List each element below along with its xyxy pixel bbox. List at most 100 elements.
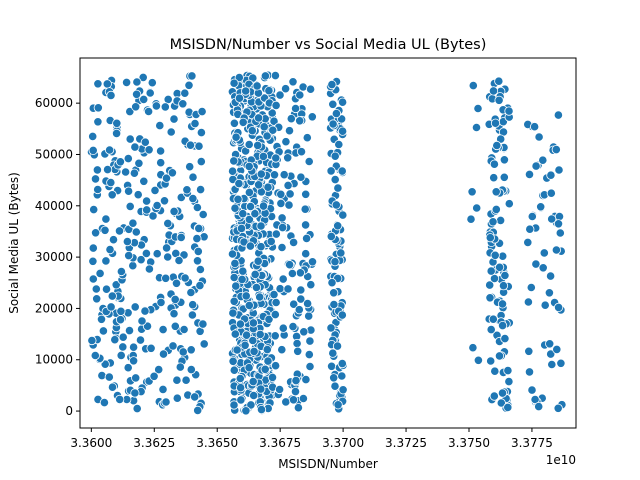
data-point [281,397,291,407]
data-point [139,176,149,186]
data-point [486,356,496,366]
data-point [256,221,266,231]
data-point [190,119,200,129]
data-point [269,170,280,180]
data-point [162,243,172,253]
data-point [194,223,204,233]
data-point [337,371,347,381]
data-point [234,73,244,83]
data-point [336,248,346,258]
data-point [283,153,293,163]
data-point [231,281,241,291]
data-point [188,172,198,182]
data-point [235,319,245,329]
data-point [156,158,166,168]
data-point [170,294,180,304]
data-point [140,306,150,316]
data-point [332,341,343,351]
data-point [338,210,348,220]
data-point [158,349,169,359]
data-point [122,77,132,88]
data-point [491,204,501,214]
data-point [244,363,254,373]
data-point [304,156,314,167]
data-point [326,361,337,371]
data-point [145,88,155,98]
data-point [118,342,128,352]
data-point [471,122,482,133]
data-point [301,374,311,385]
data-point [280,84,291,94]
x-axis-label: MSISDN/Number [278,457,378,471]
data-point [291,375,301,386]
data-point [106,302,116,312]
data-point [270,309,280,320]
data-point [128,218,138,228]
data-point [486,266,496,276]
data-point [494,95,504,105]
data-point [169,206,179,216]
data-point [92,294,102,304]
data-point [546,188,556,198]
data-point [238,117,248,127]
data-point [328,348,338,358]
data-point [236,395,246,405]
data-point [185,162,195,172]
data-point [130,142,140,152]
data-point [131,102,141,112]
data-point [93,79,103,89]
data-point [168,341,178,351]
data-point [137,316,147,326]
data-point [473,103,483,114]
data-point [144,264,154,274]
data-point [149,371,159,381]
data-point [198,319,208,329]
data-point [531,161,541,171]
data-point [112,128,122,138]
data-point [266,236,276,246]
data-point [468,81,478,91]
data-point [237,274,247,284]
x-tick-label: 3.3625 [133,436,175,450]
data-point [129,168,139,178]
data-point [288,321,298,332]
data-point [553,302,564,312]
data-point [228,166,238,176]
data-point [530,394,540,405]
y-tick-label: 10000 [35,353,73,367]
data-point [229,296,239,306]
data-point [118,332,128,342]
data-point [105,245,115,255]
data-point [158,384,168,394]
data-point [231,132,241,142]
data-point [107,190,117,200]
data-point [235,373,245,384]
data-point [106,178,116,188]
data-point [298,393,308,404]
data-point [93,117,103,127]
data-point [295,90,305,100]
data-point [230,329,240,339]
y-tick-label: 20000 [35,301,73,315]
data-point [234,179,244,189]
data-point [496,398,506,408]
data-point [338,385,348,395]
data-point [497,320,508,331]
data-point [552,344,562,354]
data-point [230,258,240,268]
data-point [102,79,112,89]
data-point [187,310,197,320]
x-tick-label: 3.3700 [322,436,364,450]
data-point [288,395,299,405]
data-point [288,237,299,247]
data-point [198,209,208,220]
data-point [337,166,347,176]
data-point [329,299,339,310]
data-point [326,323,336,333]
data-point [182,185,192,195]
data-point [301,249,311,259]
data-point [114,226,125,236]
data-point [90,174,101,184]
data-point [115,394,125,404]
